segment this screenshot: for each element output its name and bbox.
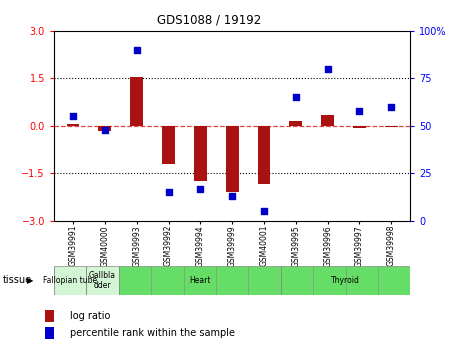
Bar (281, 266, 410, 295)
Point (356, 108, 363, 114)
Bar (119, 266, 281, 295)
Bar (54, 266, 86, 295)
Bar (130, 77, 143, 126)
Text: Thyroid: Thyroid (331, 276, 360, 285)
Point (324, 66, 332, 72)
Text: Heart: Heart (189, 276, 211, 285)
Bar (257, 126, 270, 185)
Bar (67, 124, 79, 126)
Bar (162, 126, 175, 164)
Bar (45, 310, 54, 322)
Point (165, 190, 172, 195)
Text: percentile rank within the sample: percentile rank within the sample (70, 328, 235, 338)
Bar (194, 126, 207, 181)
Bar (289, 121, 302, 126)
Point (292, 95, 300, 100)
Bar (86, 266, 119, 295)
Bar (321, 115, 334, 126)
Text: tissue: tissue (2, 275, 31, 285)
Bar (385, 126, 398, 127)
Point (133, 47, 140, 53)
Bar (353, 126, 366, 128)
Point (228, 193, 236, 199)
Text: log ratio: log ratio (70, 311, 111, 321)
Point (101, 127, 109, 132)
Text: Fallopian tube: Fallopian tube (43, 276, 97, 285)
Point (260, 208, 268, 214)
Text: Gallbla
dder: Gallbla dder (89, 271, 116, 290)
Text: ▶: ▶ (27, 276, 34, 285)
Text: GDS1088 / 19192: GDS1088 / 19192 (157, 14, 261, 27)
Point (197, 186, 204, 191)
Bar (98, 126, 111, 131)
Bar (45, 327, 54, 339)
Bar (226, 126, 239, 193)
Point (387, 104, 395, 110)
Point (69, 114, 77, 119)
